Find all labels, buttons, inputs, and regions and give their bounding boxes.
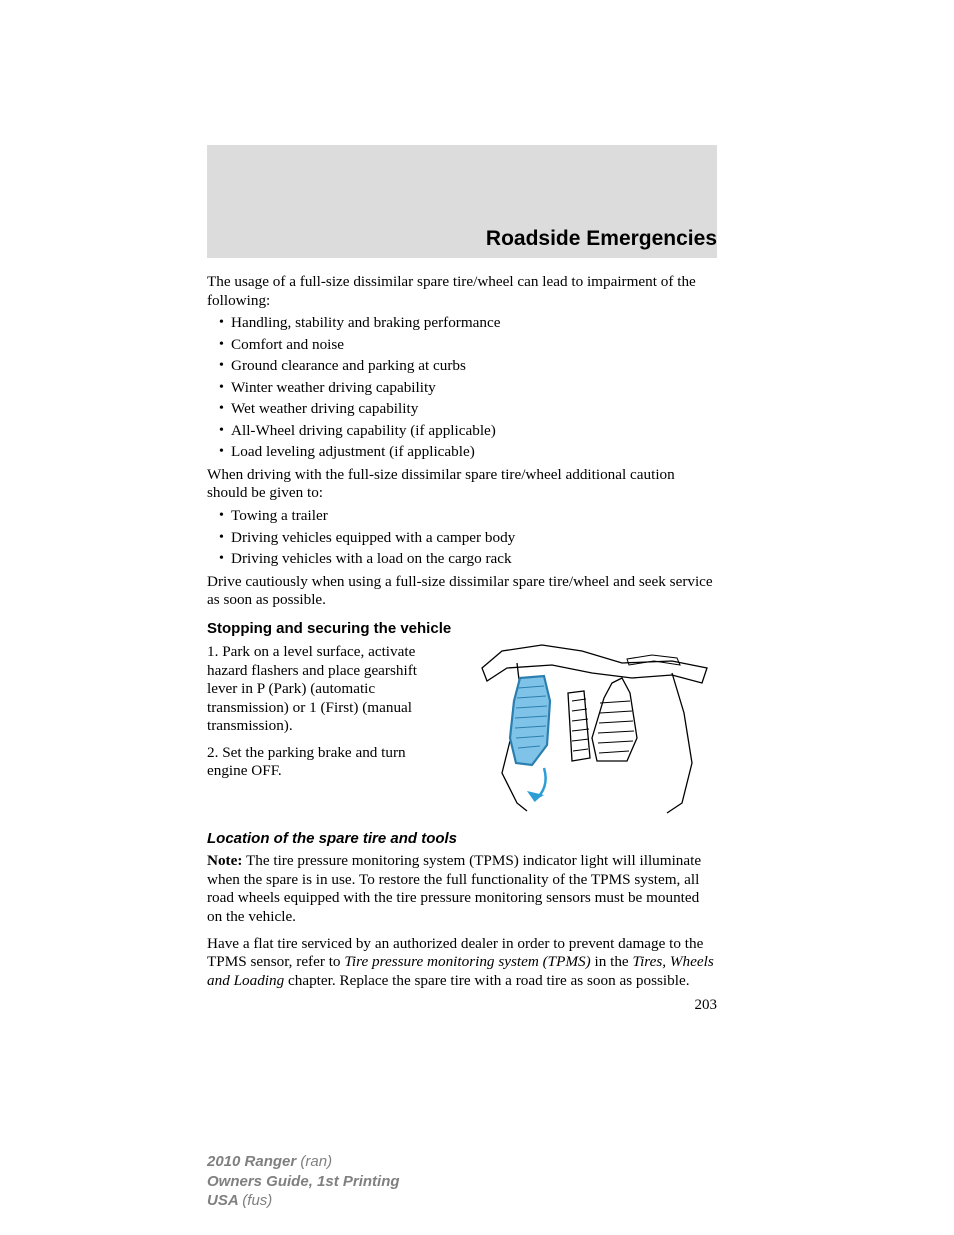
footer-line-2: Owners Guide, 1st Printing <box>207 1172 400 1192</box>
list-item: Winter weather driving capability <box>219 379 717 398</box>
list-item: Wet weather driving capability <box>219 400 717 419</box>
note-body: The tire pressure monitoring system (TPM… <box>207 852 701 925</box>
footer-line-3: USA (fus) <box>207 1191 400 1211</box>
parking-brake-pedal-diagram <box>472 643 712 818</box>
footer-model: 2010 Ranger <box>207 1153 300 1170</box>
list-item: All-Wheel driving capability (if applica… <box>219 422 717 441</box>
list-item: Comfort and noise <box>219 336 717 355</box>
section-title: Roadside Emergencies <box>486 227 717 251</box>
list-item: Driving vehicles with a load on the carg… <box>219 550 717 569</box>
tpms-service-paragraph: Have a flat tire serviced by an authoriz… <box>207 935 717 991</box>
note-label: Note: <box>207 852 242 869</box>
page-number: 203 <box>207 996 717 1014</box>
tpms-note: Note: The tire pressure monitoring syste… <box>207 852 717 926</box>
list-item: Handling, stability and braking performa… <box>219 314 717 333</box>
footer-country: USA <box>207 1192 242 1209</box>
tpms-text-3: chapter. Replace the spare tire with a r… <box>284 972 689 989</box>
list-item: Ground clearance and parking at curbs <box>219 357 717 376</box>
impairment-list: Handling, stability and braking performa… <box>207 314 717 462</box>
page-content: The usage of a full-size dissimilar spar… <box>207 273 717 1014</box>
footer-code-1: (ran) <box>300 1153 332 1170</box>
stopping-subhead: Stopping and securing the vehicle <box>207 620 717 638</box>
drive-caution-paragraph: Drive cautiously when using a full-size … <box>207 573 717 610</box>
step-2: 2. Set the parking brake and turn engine… <box>207 744 447 781</box>
step-1: 1. Park on a level surface, activate haz… <box>207 643 447 736</box>
caution-list: Towing a trailer Driving vehicles equipp… <box>207 507 717 569</box>
tpms-text-2: in the <box>591 953 633 970</box>
footer-code-2: (fus) <box>242 1192 272 1209</box>
list-item: Driving vehicles equipped with a camper … <box>219 529 717 548</box>
list-item: Load leveling adjustment (if applicable) <box>219 443 717 462</box>
footer-line-1: 2010 Ranger (ran) <box>207 1152 400 1172</box>
footer-block: 2010 Ranger (ran) Owners Guide, 1st Prin… <box>207 1152 400 1211</box>
step-with-figure: 1. Park on a level surface, activate haz… <box>207 643 717 818</box>
spare-location-subhead: Location of the spare tire and tools <box>207 830 717 848</box>
caution-intro: When driving with the full-size dissimil… <box>207 466 717 503</box>
tpms-italic-1: Tire pressure monitoring system (TPMS) <box>344 953 590 970</box>
list-item: Towing a trailer <box>219 507 717 526</box>
intro-paragraph: The usage of a full-size dissimilar spar… <box>207 273 717 310</box>
